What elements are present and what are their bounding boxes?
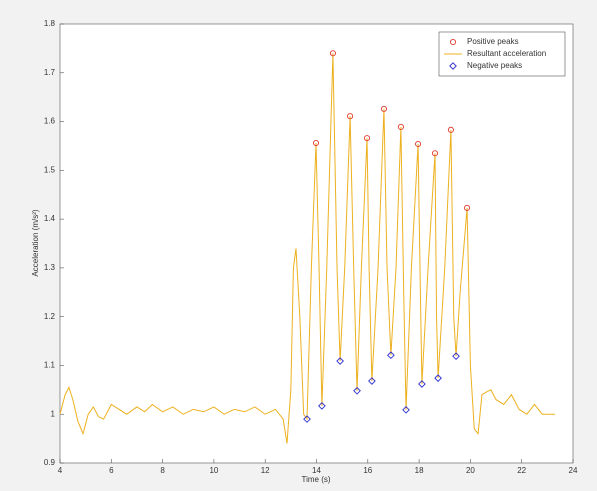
legend-swatch: [449, 62, 457, 70]
y-tick-label: 1.3: [44, 263, 56, 272]
y-tick-label: 1.5: [44, 165, 56, 174]
y-tick-label: 1.8: [44, 19, 56, 28]
y-tick-label: 1.7: [44, 68, 56, 77]
legend-label: Resultant acceleration: [467, 49, 546, 58]
x-tick-label: 10: [209, 466, 218, 475]
positive-peak: [380, 105, 388, 112]
x-tick-label: 8: [160, 466, 165, 475]
plot-area: [59, 23, 574, 464]
positive-peak: [312, 139, 320, 147]
positive-peak: [363, 135, 371, 142]
negative-peak: [303, 415, 311, 423]
negative-peak: [452, 352, 460, 361]
negative-peak: [353, 386, 361, 395]
y-tick-label: 1.4: [44, 214, 56, 223]
legend-label: Positive peaks: [467, 37, 519, 46]
negative-peak: [402, 405, 410, 414]
positive-peak: [447, 126, 454, 133]
positive-peak: [464, 204, 471, 211]
x-tick-label: 6: [109, 466, 114, 475]
positive-peak: [347, 113, 354, 120]
x-tick-label: 4: [58, 466, 63, 475]
legend-swatch: [449, 38, 457, 46]
y-tick-label: 1: [51, 409, 56, 418]
negative-peak: [336, 357, 344, 365]
x-tick-label: 18: [415, 466, 424, 475]
positive-peak: [415, 140, 422, 148]
x-tick-label: 14: [312, 466, 321, 475]
positive-peak: [431, 150, 439, 157]
y-tick-label: 1.2: [44, 312, 56, 321]
positive-peak: [329, 50, 336, 57]
x-axis-label: Time (s): [301, 475, 330, 484]
negative-peak: [418, 380, 426, 388]
x-tick-label: 22: [517, 466, 526, 475]
negative-peak: [368, 377, 376, 385]
x-tick-label: 12: [261, 466, 270, 475]
negative-peak: [434, 374, 442, 382]
x-tick-label: 24: [569, 466, 578, 475]
x-tick-label: 16: [363, 466, 372, 475]
y-axis-label: Acceleration (m/s²): [31, 209, 40, 276]
y-tick-label: 0.9: [44, 458, 56, 467]
positive-peak: [397, 123, 404, 130]
y-tick-label: 1.1: [44, 361, 56, 370]
negative-peak: [387, 351, 395, 360]
y-tick-label: 1.6: [44, 117, 56, 126]
legend-label: Negative peaks: [467, 61, 522, 70]
acceleration-line: [59, 53, 556, 444]
negative-peak: [318, 402, 326, 410]
x-tick-label: 20: [466, 466, 475, 475]
